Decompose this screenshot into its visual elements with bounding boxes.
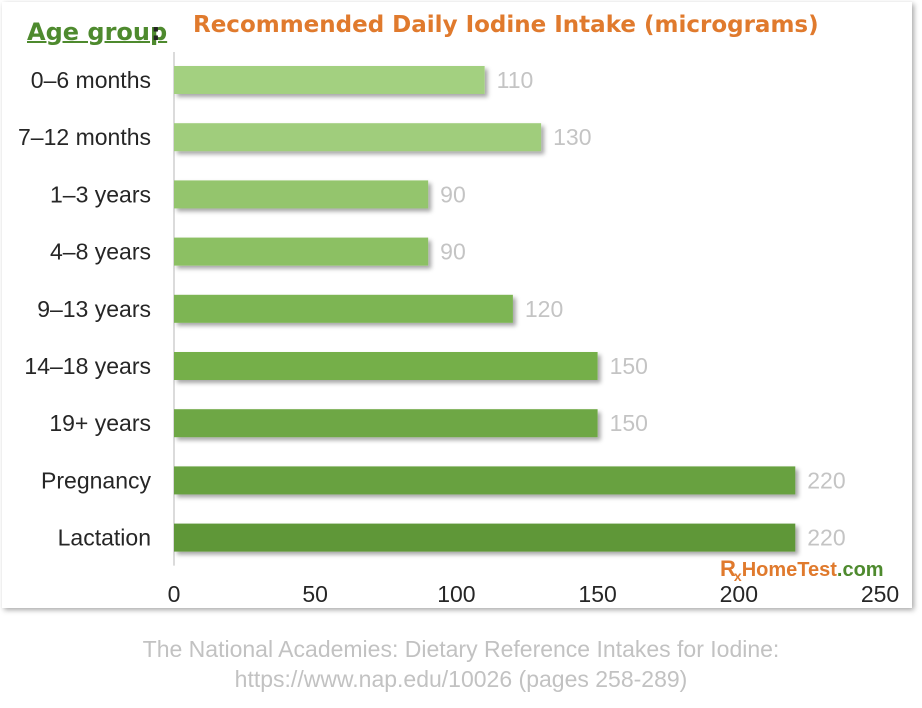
x-tick-label: 250 <box>861 581 899 607</box>
rxhometest-logo: RxHomeTest.com <box>720 556 884 584</box>
age-group-heading: Age group <box>27 18 168 46</box>
value-label: 220 <box>807 525 845 551</box>
bar-chart: 0–6 months 110 7–12 months 130 1–3 years 90 4–… <box>18 52 900 607</box>
bar <box>174 352 598 380</box>
category-label: 9–13 years <box>37 296 151 322</box>
x-tick-label: 150 <box>578 581 616 607</box>
brand-rx-x: x <box>733 568 742 584</box>
x-axis-ticks: 0 50 100 150 200 250 <box>168 581 900 607</box>
value-label: 110 <box>497 67 534 93</box>
value-label: 130 <box>553 124 591 150</box>
chart-title: Recommended Daily Iodine Intake (microgr… <box>193 12 819 38</box>
bar <box>174 66 485 94</box>
category-label: Pregnancy <box>41 467 151 493</box>
x-tick-label: 0 <box>168 581 181 607</box>
value-label: 150 <box>610 353 648 379</box>
value-label: 220 <box>807 467 845 493</box>
category-label: 4–8 years <box>50 239 151 265</box>
value-label: 120 <box>525 296 563 322</box>
value-label: 90 <box>440 239 466 265</box>
brand-rx-r: R <box>720 556 736 581</box>
brand-domain: .com <box>836 559 884 581</box>
bar <box>174 523 796 552</box>
bar <box>174 237 429 266</box>
source-caption: The National Academies: Dietary Referenc… <box>0 634 922 694</box>
caption-line-1: The National Academies: Dietary Referenc… <box>142 636 780 662</box>
category-label: 19+ years <box>49 410 151 436</box>
bar <box>174 409 598 438</box>
x-tick-label: 200 <box>720 581 758 607</box>
category-label: 1–3 years <box>50 181 151 207</box>
age-group-colon: : <box>151 18 161 46</box>
x-tick-label: 100 <box>437 581 475 607</box>
x-tick-label: 50 <box>302 581 328 607</box>
value-label: 150 <box>610 410 648 436</box>
category-label: 14–18 years <box>24 353 151 379</box>
bar <box>174 123 542 152</box>
bar <box>174 180 429 209</box>
category-label: Lactation <box>58 525 151 551</box>
caption-line-2: https://www.nap.edu/10026 (pages 258-289… <box>234 666 688 692</box>
bar <box>174 294 513 323</box>
value-label: 90 <box>440 181 466 207</box>
category-label: 7–12 months <box>18 124 151 150</box>
bars-layer <box>174 66 796 552</box>
category-label: 0–6 months <box>31 67 151 93</box>
brand-name: HomeTest <box>741 559 837 581</box>
bar <box>174 466 796 495</box>
labels-layer: 0–6 months 110 7–12 months 130 1–3 years 90 4–… <box>18 67 846 551</box>
